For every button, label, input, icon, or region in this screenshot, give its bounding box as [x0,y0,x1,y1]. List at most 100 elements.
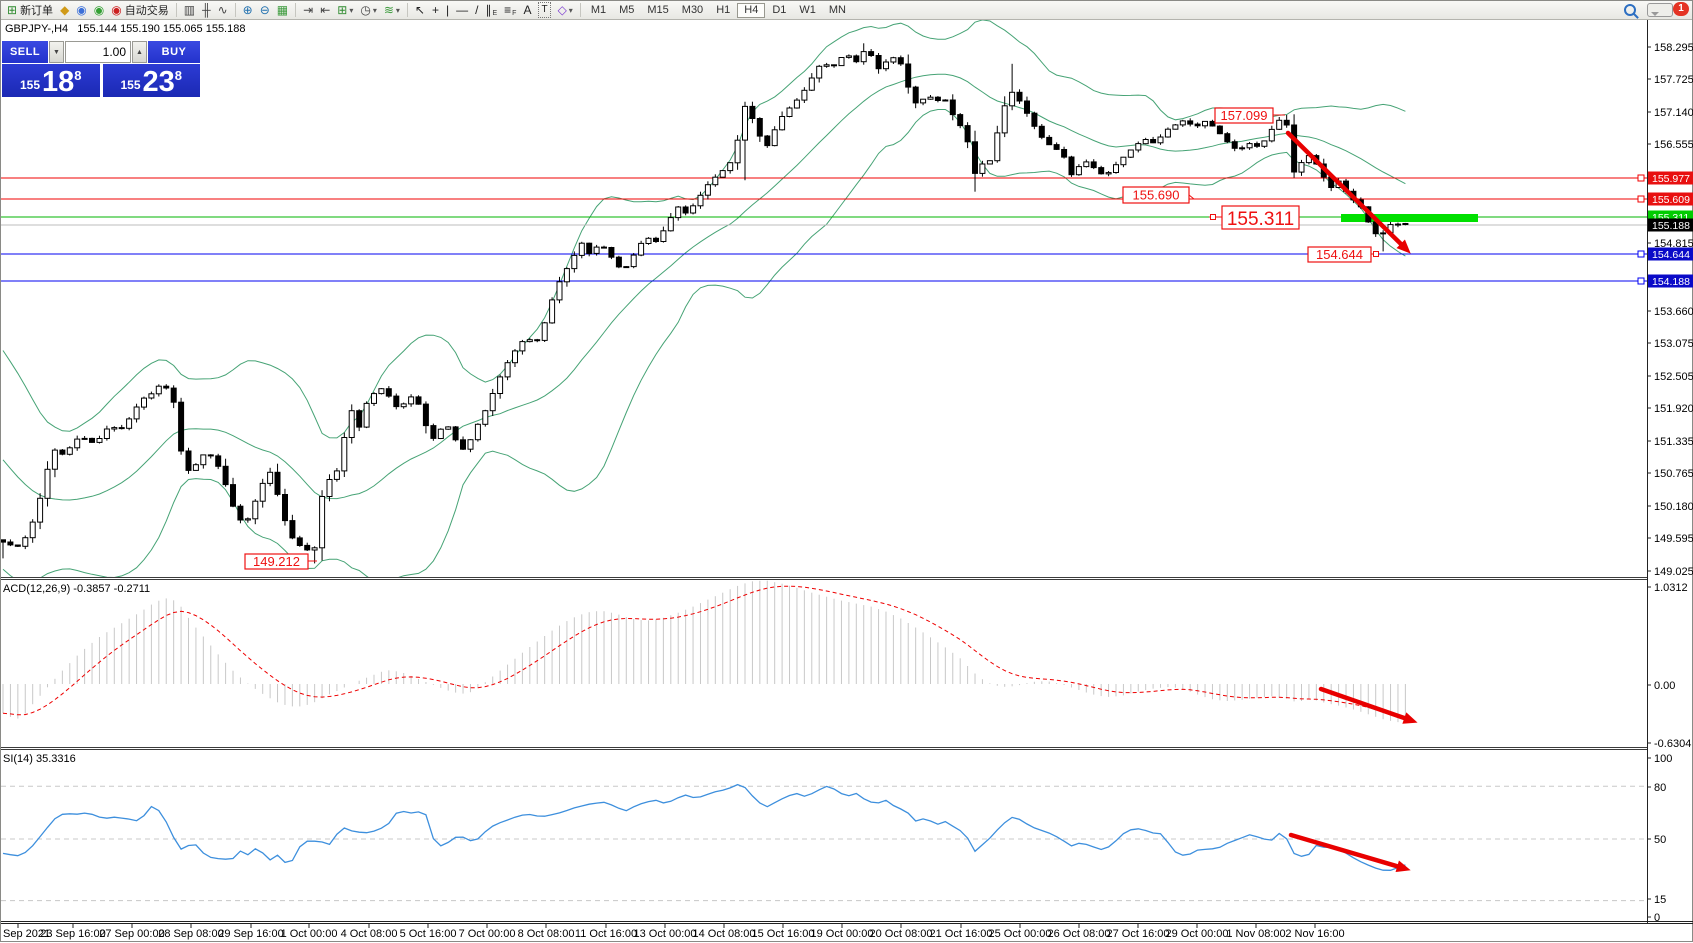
bar-chart-button[interactable]: ▥ [181,2,198,18]
line-handle[interactable] [1637,195,1645,203]
quote-header: GBPJPY-,H4 155.144 155.190 155.065 155.1… [5,23,251,35]
trendline-button[interactable]: / [472,2,481,18]
new-order-button[interactable]: ⊞ 新订单 [4,2,56,18]
time-tick-label: 28 Sep 08:00 [158,928,223,940]
time-tick-label: 20 Oct 08:00 [870,928,933,940]
timeframe-m15-button[interactable]: M15 [647,3,669,16]
fibonacci-retracement-button[interactable]: ≡ F [501,2,519,18]
bollinger-lower-band [2,109,1406,578]
data-window-icon: ◉ [76,3,87,17]
macd-signal-line [2,585,1406,718]
symbol-period: GBPJPY-,H4 [5,23,69,35]
indicators-list-dropdown-icon[interactable]: ▾ [349,5,354,15]
templates-button[interactable]: ≋ ▾ [381,2,403,18]
chart-shift-button[interactable]: ⇤ [317,2,333,18]
lot-increase-button[interactable]: ▲ [132,41,147,63]
downtrend-arrow-main[interactable] [1285,130,1411,254]
timeframe-m30-button[interactable]: M30 [681,3,704,16]
text-label-button[interactable]: T [535,2,553,18]
arrows-objects-icon: ◇ [557,3,567,17]
notification-badge[interactable]: 1 [1673,2,1689,16]
indicators-list-button[interactable]: ⊞ ▾ [334,2,356,18]
horizontal-line-button[interactable]: — [453,2,471,18]
price-annotation-155.311[interactable]: 155.311 [1209,205,1300,230]
buy-price-display[interactable]: 155 23 8 [102,64,200,97]
line-handle[interactable] [1637,277,1645,285]
line-handle[interactable] [1637,250,1645,258]
price-tick-label: 158.295 [1654,42,1693,54]
rsi-indicator-label: SI(14) 35.3316 [3,753,76,765]
price-tick-label: 150.765 [1654,468,1693,480]
time-tick-label: 21 Oct 16:00 [930,928,993,940]
line-chart-button[interactable]: ∿ [215,2,231,18]
time-tick-label: 14 Oct 08:00 [693,928,756,940]
market-watch-button[interactable]: ◆ [57,2,72,18]
periods-button[interactable]: ◷ ▾ [357,2,380,18]
line-chart-icon: ∿ [217,3,228,17]
search-icon[interactable] [1624,4,1636,16]
macd-axis-label: 0.00 [1654,680,1675,692]
toolbar-separator [295,3,297,17]
notifications-icon[interactable] [1647,3,1673,17]
sell-price-big-figure: 155 [19,78,41,92]
sell-price-pips: 18 [42,66,75,99]
equidistant-channel-sub-label: E [492,9,498,17]
downtrend-arrow-macd[interactable] [1318,686,1418,724]
templates-dropdown-icon[interactable]: ▾ [395,5,400,15]
auto-scroll-icon: ⇥ [303,3,314,17]
timeframe-m1-button[interactable]: M1 [590,3,607,16]
auto-trading-button[interactable]: ◉ 自动交易 [108,2,171,18]
price-annotation-149.212[interactable]: 149.212 [244,553,317,570]
zoom-out-button[interactable]: ⊖ [257,2,273,18]
time-tick-label: 7 Oct 00:00 [459,928,516,940]
periods-dropdown-icon[interactable]: ▾ [372,5,377,15]
text-icon: A [523,3,532,17]
cursor-button[interactable]: ↖ [412,2,428,18]
arrows-objects-dropdown-icon[interactable]: ▾ [568,5,573,15]
candlestick-chart-button[interactable]: ╫ [199,2,214,18]
zoom-in-button[interactable]: ⊕ [240,2,256,18]
lot-decrease-button[interactable]: ▼ [49,41,64,63]
auto-trading-label: 自动交易 [124,5,169,17]
timeframe-h4-button[interactable]: H4 [737,2,766,18]
price-tick-label: 152.505 [1654,371,1693,383]
rsi-pane[interactable] [1,783,1647,902]
navigator-button[interactable]: ◉ [91,2,107,18]
time-tick-label: 15 Oct 16:00 [752,928,815,940]
price-tick-label: 153.075 [1654,338,1693,350]
vertical-line-button[interactable]: | [443,2,452,18]
downtrend-arrow-rsi[interactable] [1288,832,1411,873]
price-annotation-154.644[interactable]: 154.644 [1307,246,1379,263]
svg-text:154.644: 154.644 [1316,247,1363,262]
templates-icon: ≋ [383,3,394,17]
bollinger-upper-band [2,20,1406,439]
tile-windows-button[interactable]: ▦ [274,2,291,18]
arrows-objects-button[interactable]: ◇ ▾ [555,2,576,18]
crosshair-button[interactable]: + [429,2,442,18]
price-annotation-155.690[interactable]: 155.690 [1122,186,1195,204]
auto-scroll-button[interactable]: ⇥ [300,2,316,18]
svg-text:155.311: 155.311 [1227,209,1294,230]
main-price-pane[interactable] [1,20,1647,584]
svg-text:149.212: 149.212 [253,554,300,569]
timeframe-w1-button[interactable]: W1 [799,3,816,16]
axis-price-box-155.188 [1648,218,1693,232]
axis-price-box-label: 154.644 [1652,249,1690,261]
text-button[interactable]: A [520,2,534,18]
equidistant-channel-button[interactable]: ∥ E [482,2,500,18]
lot-size-input[interactable] [65,41,131,63]
equidistant-channel-icon: ∥ [485,3,492,17]
support-zone-highlight[interactable] [1341,214,1478,222]
timeframe-d1-button[interactable]: D1 [772,3,787,16]
data-window-button[interactable]: ◉ [73,2,89,18]
sell-price-display[interactable]: 155 18 8 [2,64,100,97]
timeframe-m5-button[interactable]: M5 [619,3,635,16]
sell-button[interactable]: SELL [2,41,48,63]
macd-pane[interactable] [2,580,1406,724]
timeframe-h1-button[interactable]: H1 [716,3,731,16]
line-handle[interactable] [1637,174,1645,182]
buy-button[interactable]: BUY [148,41,200,63]
timeframe-mn-button[interactable]: MN [828,3,846,16]
price-annotation-157.099[interactable]: 157.099 [1214,107,1285,124]
